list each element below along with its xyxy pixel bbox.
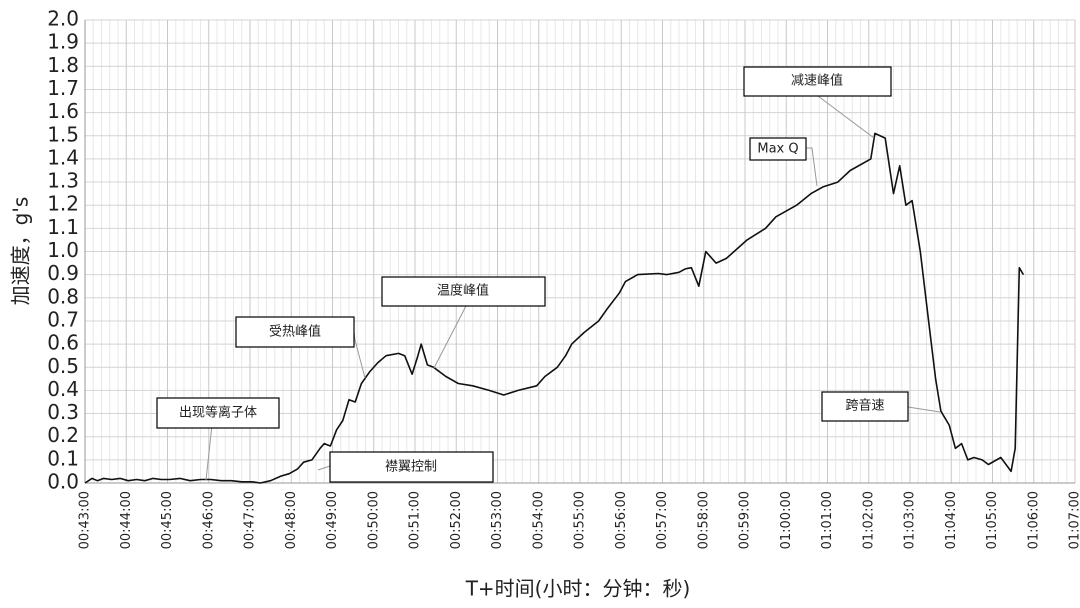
x-tick-label: 00:54:00 xyxy=(531,491,546,549)
x-tick-label: 00:51:00 xyxy=(408,491,423,549)
y-tick-label: 0.3 xyxy=(47,400,79,424)
leader-line xyxy=(205,424,213,481)
x-tick-label: 01:01:00 xyxy=(820,491,835,549)
annotation: Max Q xyxy=(757,142,798,157)
annotation: 受热峰值 xyxy=(269,324,321,340)
leader-line xyxy=(317,465,331,471)
annotation: 出现等离子体 xyxy=(179,405,257,421)
annotation-box xyxy=(381,276,546,307)
y-tick-label: 0.6 xyxy=(47,331,79,355)
x-tick-label: 00:50:00 xyxy=(366,491,381,549)
x-tick-label: 00:48:00 xyxy=(284,491,299,549)
annotation-box xyxy=(235,316,355,348)
y-tick-label: 0.0 xyxy=(47,470,79,494)
y-tick-label: 1.5 xyxy=(47,122,79,146)
y-tick-label: 1.3 xyxy=(47,169,79,193)
annotations: 出现等离子体 襟翼控制 受热峰值 温度峰值 Max Q 减速峰值 跨音速 xyxy=(156,66,941,483)
annotation-box xyxy=(329,451,494,483)
annotation: 襟翼控制 xyxy=(385,460,437,475)
y-tick-label: 0.8 xyxy=(47,284,79,308)
x-tick-label: 00:49:00 xyxy=(325,491,340,549)
leader-line xyxy=(907,406,941,413)
y-tick-label: 1.0 xyxy=(47,238,79,262)
y-tick-label: 1.9 xyxy=(47,30,79,54)
y-tick-label: 0.4 xyxy=(47,377,79,401)
x-tick-label: 01:04:00 xyxy=(944,491,959,549)
x-tick-label: 00:53:00 xyxy=(490,491,505,549)
annotation-box xyxy=(156,397,280,429)
x-tick-label: 01:03:00 xyxy=(903,491,918,549)
y-tick-label: 0.9 xyxy=(47,261,79,285)
x-axis-label: T+时间(小时：分钟：秒) xyxy=(465,577,691,601)
leader-line xyxy=(353,331,366,379)
x-tick-label: 00:52:00 xyxy=(449,491,464,549)
y-axis-label: 加速度，g's xyxy=(9,197,33,306)
y-tick-label: 2.0 xyxy=(47,7,79,31)
x-tick-label: 01:00:00 xyxy=(779,491,794,549)
marks xyxy=(84,132,1025,484)
leader-line xyxy=(806,147,818,187)
annotation: 温度峰值 xyxy=(437,283,489,299)
y-tick-label: 0.2 xyxy=(47,423,79,447)
x-tick-label: 00:57:00 xyxy=(655,491,670,549)
y-tick-label: 1.1 xyxy=(47,215,79,239)
x-tick-label: 00:59:00 xyxy=(738,491,753,549)
y-tick-label: 0.1 xyxy=(47,446,79,470)
y-tick-label: 0.5 xyxy=(47,354,79,378)
x-tick-label: 01:02:00 xyxy=(861,491,876,549)
y-tick-label: 1.7 xyxy=(47,76,79,100)
x-tick-label: 01:06:00 xyxy=(1026,491,1041,549)
annotation-box xyxy=(743,66,892,97)
y-tick-label: 1.8 xyxy=(47,53,79,77)
y-tick-label: 0.7 xyxy=(47,307,79,331)
x-tick-label: 00:44:00 xyxy=(119,491,134,549)
x-tick-label: 01:07:00 xyxy=(1068,491,1080,549)
x-tick-label: 00:55:00 xyxy=(573,491,588,549)
x-tick-label: 00:47:00 xyxy=(243,491,258,549)
annotation: 减速峰值 xyxy=(791,73,843,89)
annotation-box xyxy=(749,137,807,161)
x-tick-label: 00:45:00 xyxy=(160,491,175,549)
x-tick-label: 00:58:00 xyxy=(696,491,711,549)
leader-line xyxy=(433,305,467,369)
x-tick-label: 01:05:00 xyxy=(985,491,1000,549)
y-tick-label: 1.6 xyxy=(47,99,79,123)
x-tick-label: 00:56:00 xyxy=(614,491,629,549)
y-tick-label: 1.2 xyxy=(47,192,79,216)
annotation-box xyxy=(821,391,909,422)
data-line xyxy=(84,132,1025,484)
leader-line xyxy=(817,95,875,139)
x-tick-label: 00:46:00 xyxy=(201,491,216,549)
x-tick-label: 00:43:00 xyxy=(78,491,93,549)
y-tick-label: 1.4 xyxy=(47,145,79,169)
annotation: 跨音速 xyxy=(845,398,884,414)
